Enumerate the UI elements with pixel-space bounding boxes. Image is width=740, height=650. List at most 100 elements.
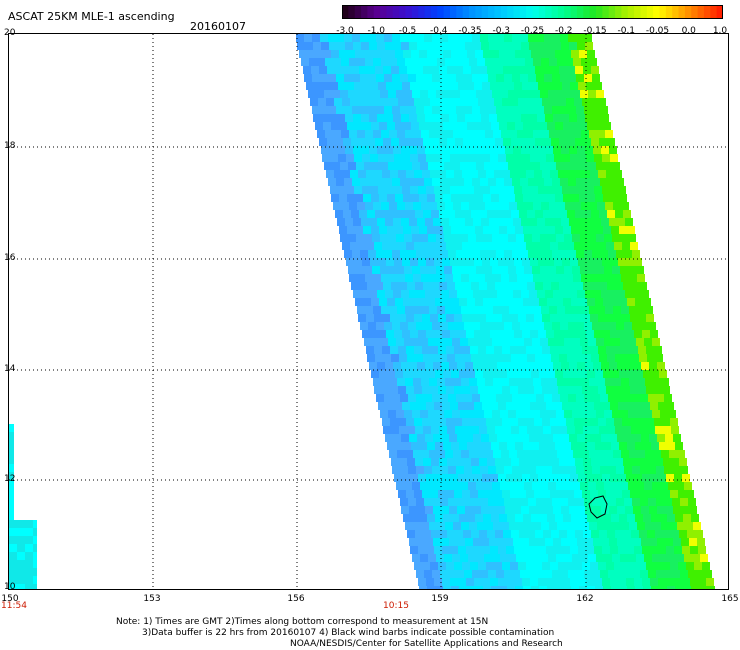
swath-cell bbox=[591, 282, 599, 290]
swath-cell bbox=[440, 106, 448, 114]
colorbar-segment bbox=[411, 5, 419, 19]
swath-cell bbox=[389, 450, 397, 458]
swath-cell bbox=[518, 346, 526, 354]
colorbar-tick-label: -0.2 bbox=[554, 26, 573, 36]
swath-cell bbox=[546, 578, 554, 586]
swath-cell bbox=[428, 410, 436, 418]
swath-cell bbox=[528, 74, 536, 82]
swath-cell bbox=[480, 322, 488, 330]
swath-cell bbox=[500, 410, 508, 418]
swath-cell bbox=[526, 418, 534, 426]
swath-cell bbox=[510, 170, 518, 178]
swath-cell bbox=[536, 570, 544, 578]
swath-cell bbox=[493, 274, 501, 282]
swath-cell bbox=[598, 346, 606, 354]
swath-cell bbox=[656, 498, 664, 506]
swath-cell bbox=[373, 58, 381, 66]
swath-cell bbox=[396, 410, 404, 418]
swath-cell bbox=[455, 66, 463, 74]
swath-cell bbox=[585, 538, 593, 546]
swath-cell bbox=[428, 90, 436, 98]
swath-cell bbox=[519, 458, 527, 466]
swath-cell bbox=[637, 450, 645, 458]
swath-cell bbox=[502, 314, 510, 322]
swath-cell bbox=[380, 338, 388, 346]
swath-cell bbox=[623, 530, 631, 538]
swath-cell bbox=[547, 194, 555, 202]
swath-cell bbox=[603, 370, 611, 378]
swath-cell bbox=[341, 58, 349, 66]
swath-cell bbox=[591, 458, 599, 466]
swath-cell bbox=[566, 98, 574, 106]
swath-cell bbox=[577, 114, 585, 122]
swath-cell bbox=[374, 170, 382, 178]
swath-cell bbox=[613, 378, 621, 386]
swath-cell bbox=[545, 146, 553, 154]
swath-cell bbox=[596, 234, 604, 242]
swath-cell bbox=[652, 554, 660, 562]
swath-cell bbox=[351, 282, 359, 290]
swath-cell bbox=[585, 42, 593, 50]
swath-cell bbox=[479, 458, 487, 466]
swath-cell bbox=[417, 538, 425, 546]
swath-cell bbox=[596, 482, 604, 490]
swath-cell bbox=[678, 562, 686, 570]
swath-cell bbox=[574, 490, 582, 498]
swath-cell bbox=[453, 202, 461, 210]
swath-cell bbox=[604, 162, 612, 170]
swath-cell bbox=[556, 554, 564, 562]
swath-cell bbox=[489, 42, 497, 50]
swath-cell bbox=[631, 354, 639, 362]
swath-cell bbox=[364, 266, 372, 274]
swath-cell bbox=[410, 258, 418, 266]
swath-cell bbox=[474, 474, 482, 482]
swath-cell bbox=[399, 66, 407, 74]
swath-cell bbox=[508, 338, 516, 346]
swath-cell bbox=[362, 82, 370, 90]
swath-cell bbox=[365, 202, 373, 210]
swath-cell bbox=[454, 314, 462, 322]
swath-cell bbox=[305, 42, 313, 50]
swath-cell bbox=[679, 530, 687, 538]
swath-cell bbox=[322, 82, 330, 90]
swath-cell bbox=[596, 90, 604, 98]
swath-cell bbox=[448, 106, 456, 114]
swath-cell bbox=[454, 418, 462, 426]
swath-cell bbox=[398, 98, 406, 106]
swath-cell bbox=[625, 290, 633, 298]
swath-cell bbox=[425, 362, 433, 370]
swath-cell bbox=[472, 498, 480, 506]
swath-cell bbox=[304, 34, 312, 42]
swath-cell bbox=[598, 386, 606, 394]
swath-cell bbox=[476, 410, 484, 418]
swath-cell bbox=[504, 394, 512, 402]
swath-cell bbox=[419, 226, 427, 234]
swath-cell bbox=[491, 442, 499, 450]
swath-cell bbox=[539, 370, 547, 378]
swath-cell bbox=[484, 90, 492, 98]
swath-cell bbox=[680, 466, 688, 474]
swath-cell bbox=[470, 562, 478, 570]
swath-cell bbox=[512, 34, 520, 42]
swath-cell bbox=[442, 402, 450, 410]
swath-cell bbox=[560, 394, 568, 402]
swath-cell bbox=[612, 162, 620, 170]
swath-cell bbox=[602, 258, 610, 266]
swath-cell bbox=[363, 298, 371, 306]
swath-cell bbox=[452, 482, 460, 490]
swath-cell bbox=[419, 298, 427, 306]
swath-cell bbox=[650, 330, 658, 338]
swath-cell bbox=[376, 178, 384, 186]
swath-cell bbox=[555, 194, 563, 202]
swath-cell bbox=[518, 98, 526, 106]
swath-cell bbox=[548, 266, 556, 274]
swath-cell bbox=[483, 514, 491, 522]
swath-cell bbox=[404, 162, 412, 170]
swath-cell bbox=[465, 218, 473, 226]
swath-cell bbox=[574, 314, 582, 322]
swath-cell bbox=[600, 322, 608, 330]
swath-cell bbox=[543, 354, 551, 362]
swath-cell bbox=[350, 170, 358, 178]
swath-cell bbox=[498, 82, 506, 90]
swath-cell bbox=[515, 194, 523, 202]
